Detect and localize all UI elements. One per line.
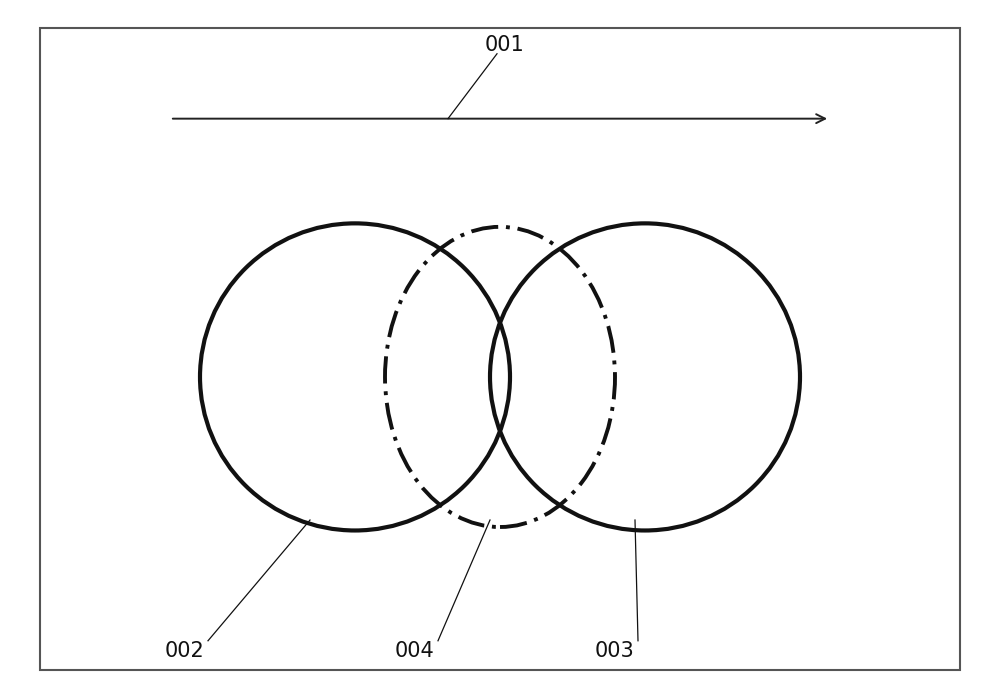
Text: 002: 002	[165, 641, 205, 660]
Text: 004: 004	[395, 641, 435, 660]
Text: 001: 001	[485, 36, 525, 55]
Text: 003: 003	[595, 641, 635, 660]
